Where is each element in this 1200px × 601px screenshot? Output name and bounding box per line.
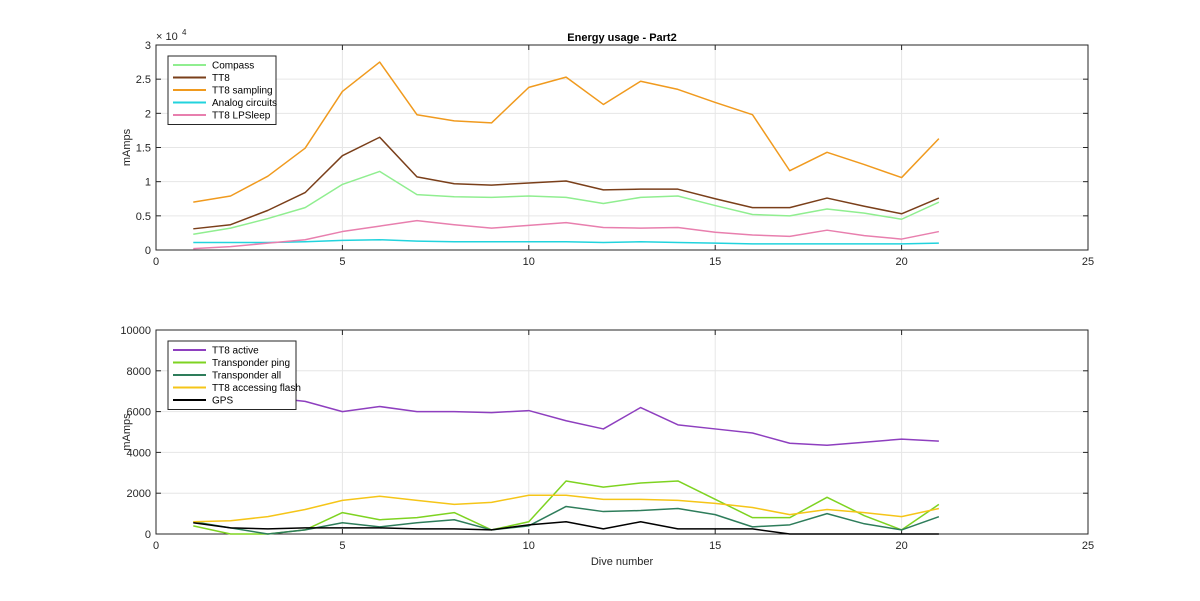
series-line-5 — [193, 219, 940, 250]
legend-label: Transponder all — [212, 371, 281, 382]
x-axis-label: Dive number — [591, 556, 654, 568]
y-axis-label: mAmps — [121, 128, 133, 166]
y-tick-label: 2000 — [127, 488, 151, 500]
legend-label: TT8 — [212, 73, 230, 84]
y-tick-label: 6000 — [127, 407, 151, 419]
legend-label: Analog circuits — [212, 98, 277, 109]
x-tick-label: 20 — [895, 540, 907, 552]
y-axis-label: mAmps — [121, 413, 133, 451]
legend-label: GPS — [212, 396, 233, 407]
y-tick-label: 8000 — [127, 366, 151, 378]
x-tick-label: 5 — [339, 540, 345, 552]
x-tick-label: 15 — [709, 256, 721, 268]
legend-label: TT8 active — [212, 346, 259, 357]
x-tick-label: 0 — [153, 540, 159, 552]
series-line-3 — [193, 61, 940, 203]
series-line-4 — [193, 494, 940, 523]
axes-box — [155, 329, 1089, 535]
y-tick-label: 3 — [145, 40, 151, 52]
legend-label: TT8 sampling — [212, 86, 273, 97]
y-tick-label: 2.5 — [136, 74, 151, 86]
legend-label: Transponder ping — [212, 358, 290, 369]
y-exponent-power: 4 — [182, 28, 187, 37]
y-tick-label: 2 — [145, 108, 151, 120]
x-tick-label: 20 — [895, 256, 907, 268]
x-tick-label: 25 — [1082, 256, 1094, 268]
series-line-2 — [193, 480, 940, 535]
series-line-3 — [193, 505, 940, 535]
y-tick-label: 10000 — [120, 325, 151, 337]
series-line-5 — [193, 521, 939, 535]
y-tick-label: 4000 — [127, 447, 151, 459]
y-exponent-label: × 10 — [156, 31, 178, 43]
x-tick-label: 25 — [1082, 540, 1094, 552]
legend-label: TT8 LPSleep — [212, 111, 271, 122]
chart-title: Energy usage - Part2 — [567, 32, 676, 44]
legend-label: Compass — [212, 61, 254, 72]
x-tick-label: 15 — [709, 540, 721, 552]
y-tick-label: 0 — [145, 529, 151, 541]
series-line-1 — [193, 388, 939, 447]
x-tick-label: 10 — [523, 540, 535, 552]
series-line-4 — [193, 239, 939, 245]
x-tick-label: 10 — [523, 256, 535, 268]
series-line-1 — [193, 170, 940, 236]
y-tick-label: 1 — [145, 177, 151, 189]
y-tick-label: 0 — [145, 245, 151, 257]
series-line-2 — [193, 136, 940, 230]
y-tick-label: 1.5 — [136, 143, 151, 155]
x-tick-label: 5 — [339, 256, 345, 268]
chart-panel-2: 0 5 10 15 20 25 0 2000 4000 6000 8000 10000 mAmps Div… — [120, 325, 1094, 568]
x-tick-label: 0 — [153, 256, 159, 268]
legend-label: TT8 accessing flash — [212, 383, 301, 394]
y-tick-label: 0.5 — [136, 211, 151, 223]
chart-panel-1: 0 5 10 15 20 25 0 0.5 1 1.5 2 2.5 3 × 10 4 Energy usage… — [121, 28, 1094, 268]
